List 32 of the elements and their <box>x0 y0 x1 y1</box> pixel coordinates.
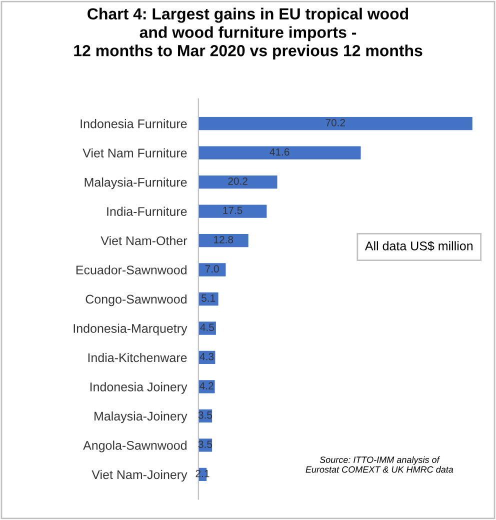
y-tick-label: Indonesia-Marquetry <box>74 324 188 336</box>
annotation: Source: ITTO-IMM analysis of Eurostat COMEXT & UK HMRC data <box>306 456 454 473</box>
bar <box>198 175 278 189</box>
data-label: 41.6 <box>270 148 290 156</box>
y-tick-label: Ecuador-Sawnwood <box>76 265 186 274</box>
data-label: 17.5 <box>223 206 242 214</box>
y-tick-label: Viet Nam Furniture <box>82 148 187 158</box>
y-tick-label: Indonesia Furniture <box>80 119 187 128</box>
data-label: 12.8 <box>214 236 234 244</box>
data-label: 7.0 <box>205 265 219 273</box>
bar <box>198 263 226 276</box>
data-label: 20.2 <box>228 177 248 185</box>
y-tick-label: Malaysia-Joinery <box>94 411 188 424</box>
y-tick-label: Viet Nam-Other <box>100 236 188 246</box>
y-tick-label: India-Furniture <box>107 206 187 216</box>
data-label: 4.2 <box>200 382 214 390</box>
bar <box>198 146 361 160</box>
y-tick-label: Congo-Sawnwood <box>86 294 186 306</box>
data-label: 5.1 <box>202 294 216 302</box>
data-label: 70.2 <box>326 119 346 126</box>
y-tick-label: Viet Nam-Joinery <box>92 470 188 482</box>
data-label: 4.3 <box>200 352 214 360</box>
y-tick-label: Angola-Sawnwood <box>83 440 186 452</box>
y-tick-label: Indonesia Joinery <box>90 382 188 394</box>
chart-title: Chart 4: Largest gains in EU tropical wood and wood furniture imports - 12 months to Mar 2020 vs previous 12 months <box>74 8 422 60</box>
bar <box>198 117 472 130</box>
bar <box>198 204 267 218</box>
y-tick-label: Malaysia-Furniture <box>84 178 187 190</box>
annotation: All data US$ million <box>364 240 472 252</box>
bar <box>198 234 248 248</box>
y-tick-label: India-Kitchenware <box>88 352 187 362</box>
data-label: 4.5 <box>200 324 214 332</box>
